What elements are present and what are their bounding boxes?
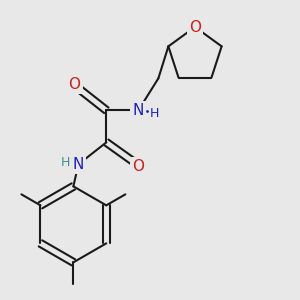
Text: N: N <box>73 157 84 172</box>
Text: H: H <box>61 156 70 169</box>
Text: N: N <box>133 103 144 118</box>
Text: O: O <box>132 159 144 174</box>
Text: O: O <box>68 77 80 92</box>
Text: H: H <box>149 107 159 120</box>
Text: O: O <box>189 20 201 34</box>
